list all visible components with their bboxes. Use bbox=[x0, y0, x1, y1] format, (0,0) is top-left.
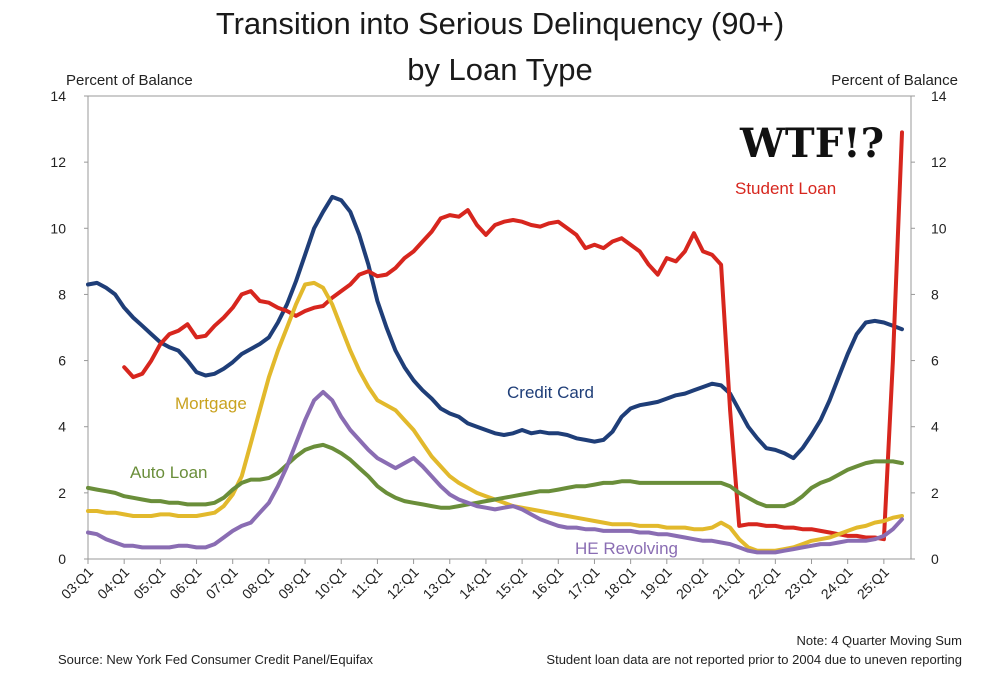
x-tick-label: 17:Q1 bbox=[564, 564, 602, 602]
x-tick-label: 05:Q1 bbox=[130, 564, 168, 602]
x-tick-label: 10:Q1 bbox=[311, 564, 349, 602]
x-tick-label: 04:Q1 bbox=[94, 564, 132, 602]
y-ticks-right: 0 2 4 6 8 10 12 14 bbox=[911, 88, 947, 567]
series-lines bbox=[86, 130, 904, 555]
y-ticks-left: 0 2 4 6 8 10 12 14 bbox=[50, 88, 88, 567]
label-auto-loan: Auto Loan bbox=[130, 463, 208, 482]
y-axis-label-left: Percent of Balance bbox=[66, 72, 193, 89]
y-tick-label-left: 14 bbox=[50, 88, 66, 104]
x-tick-label: 09:Q1 bbox=[275, 564, 313, 602]
label-student-loan: Student Loan bbox=[735, 179, 836, 198]
chart-subtitle: by Loan Type bbox=[407, 52, 593, 87]
x-ticks: 03:Q104:Q105:Q106:Q107:Q108:Q109:Q110:Q1… bbox=[58, 559, 892, 602]
y-tick-label-right: 0 bbox=[931, 551, 939, 567]
x-tick-label: 06:Q1 bbox=[166, 564, 204, 602]
y-tick-label-left: 12 bbox=[50, 154, 66, 170]
x-tick-label: 20:Q1 bbox=[673, 564, 711, 602]
x-tick-label: 25:Q1 bbox=[854, 564, 892, 602]
annotation-wtf: WTF!? bbox=[739, 120, 884, 167]
y-tick-label-right: 14 bbox=[931, 88, 947, 104]
label-credit-card: Credit Card bbox=[507, 383, 594, 402]
plot-frame bbox=[87, 95, 912, 560]
x-tick-label: 19:Q1 bbox=[637, 564, 675, 602]
series-line-he-revolving bbox=[86, 390, 904, 555]
x-tick-label: 16:Q1 bbox=[528, 564, 566, 602]
label-he-revolving: HE Revolving bbox=[575, 539, 678, 558]
y-tick-label-left: 2 bbox=[58, 485, 66, 501]
y-tick-label-right: 8 bbox=[931, 286, 939, 302]
source-note: Source: New York Fed Consumer Credit Pan… bbox=[58, 652, 374, 667]
x-tick-label: 15:Q1 bbox=[492, 564, 530, 602]
series-line-student-loan bbox=[122, 130, 904, 542]
x-tick-label: 21:Q1 bbox=[709, 564, 747, 602]
x-tick-label: 14:Q1 bbox=[456, 564, 494, 602]
y-tick-label-left: 6 bbox=[58, 353, 66, 369]
x-tick-label: 18:Q1 bbox=[600, 564, 638, 602]
chart-title: Transition into Serious Delinquency (90+… bbox=[215, 6, 785, 41]
x-tick-label: 03:Q1 bbox=[58, 564, 96, 602]
x-tick-label: 12:Q1 bbox=[383, 564, 421, 602]
x-tick-label: 13:Q1 bbox=[420, 564, 458, 602]
x-tick-label: 08:Q1 bbox=[239, 564, 277, 602]
y-tick-label-right: 4 bbox=[931, 419, 939, 435]
series-line-auto-loan bbox=[86, 442, 904, 510]
y-tick-label-right: 12 bbox=[931, 154, 947, 170]
x-tick-label: 22:Q1 bbox=[745, 564, 783, 602]
y-tick-label-left: 8 bbox=[58, 286, 66, 302]
x-tick-label: 07:Q1 bbox=[203, 564, 241, 602]
series-line-credit-card bbox=[86, 194, 904, 461]
label-mortgage: Mortgage bbox=[175, 394, 247, 413]
y-tick-label-right: 6 bbox=[931, 353, 939, 369]
y-tick-label-left: 10 bbox=[50, 220, 66, 236]
y-tick-label-right: 10 bbox=[931, 220, 947, 236]
footnote-moving-sum: Note: 4 Quarter Moving Sum bbox=[796, 633, 962, 648]
x-tick-label: 23:Q1 bbox=[781, 564, 819, 602]
footnote-student-loan: Student loan data are not reported prior… bbox=[546, 652, 962, 667]
x-tick-label: 24:Q1 bbox=[818, 564, 856, 602]
y-tick-label-left: 4 bbox=[58, 419, 66, 435]
y-tick-label-right: 2 bbox=[931, 485, 939, 501]
y-tick-label-left: 0 bbox=[58, 551, 66, 567]
x-tick-label: 11:Q1 bbox=[348, 564, 386, 602]
y-axis-label-right: Percent of Balance bbox=[831, 72, 958, 89]
